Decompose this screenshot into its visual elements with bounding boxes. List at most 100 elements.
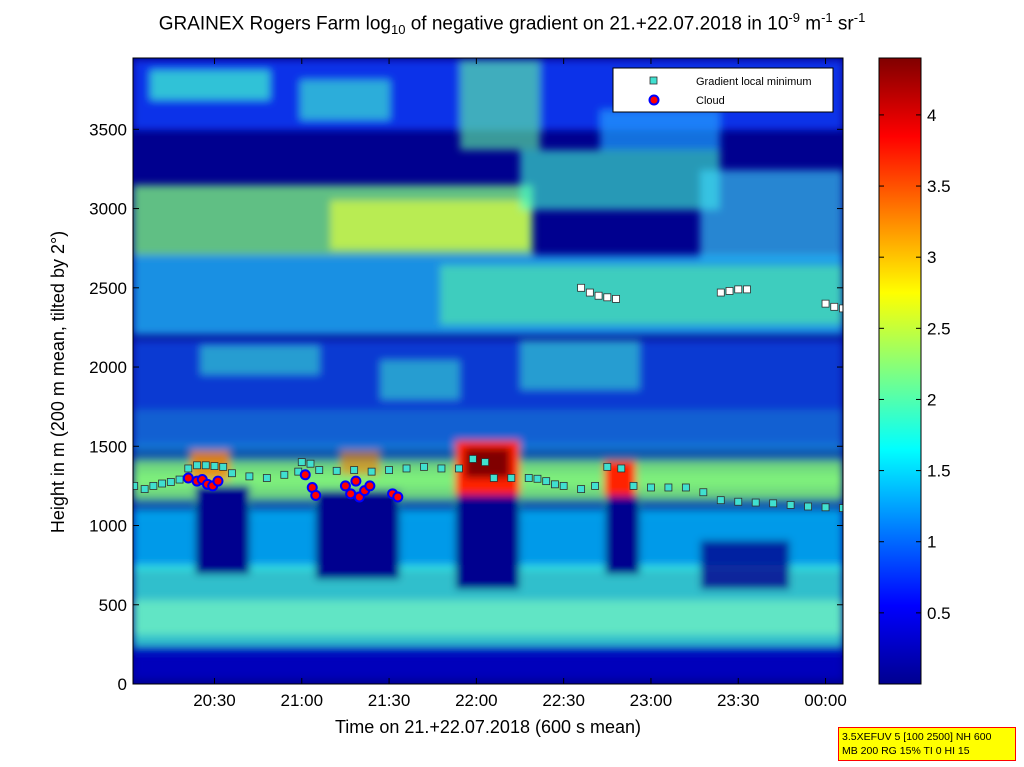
gradient-minimum-point (350, 466, 359, 474)
legend-cloud-label: Cloud (696, 95, 725, 107)
gradient-minimum-point (786, 501, 795, 509)
y-axis-label: Height in m (200 m mean, tilted by 2°) (48, 230, 68, 534)
colorbar-tick-label: 1 (927, 533, 936, 552)
gradient-minimum-point (617, 464, 626, 473)
cloud-point (299, 469, 311, 481)
upper-minimum-point (612, 294, 620, 303)
cloud-point (392, 491, 404, 503)
colorbar-tick-label: 3.5 (927, 177, 951, 196)
legend-gradient-minimum-label: Gradient local minimum (696, 76, 812, 88)
gradient-minimum-point (542, 477, 551, 486)
gradient-minimum-point (184, 464, 193, 473)
cloud-point (339, 480, 351, 492)
settings-infobox: 3.5XEFUV 5 [100 2500] NH 600 MB 200 RG 1… (838, 727, 1016, 761)
gradient-minimum-point (821, 503, 830, 512)
infobox-line-1: 3.5XEFUV 5 [100 2500] NH 600 (842, 731, 992, 743)
gradient-minimum-point (140, 485, 149, 493)
gradient-minimum-point (559, 481, 568, 490)
gradient-minimum-point (591, 481, 599, 490)
gradient-minimum-point (839, 504, 843, 512)
gradient-minimum-point (158, 479, 167, 488)
cloud-point (350, 475, 362, 487)
x-tick-label: 23:30 (717, 691, 760, 710)
upper-minimum-point (743, 285, 751, 294)
colorbar-tick-label: 2 (927, 390, 936, 409)
cloud-point (212, 475, 224, 487)
gradient-minimum-point (603, 462, 612, 471)
gradient-minimum-point (402, 464, 411, 473)
cloud-point (364, 480, 376, 492)
gradient-minimum-point (533, 474, 542, 483)
gradient-minimum-point (315, 466, 324, 474)
gradient-minimum-point (751, 498, 760, 507)
gradient-minimum-point (577, 485, 586, 493)
gradient-minimum-point (133, 481, 139, 490)
gradient-minimum-point (629, 481, 638, 490)
gradient-minimum-point (481, 458, 489, 467)
gradient-minimum-point (455, 464, 463, 473)
upper-minimum-point (585, 288, 594, 297)
gradient-minimum-point (524, 474, 533, 482)
gradient-minimum-point (716, 496, 725, 505)
colorbar-tick-label: 0.5 (927, 604, 951, 623)
upper-minimum-point (603, 293, 612, 302)
upper-minimum-point (725, 287, 734, 295)
gradient-minimum-point (647, 483, 655, 492)
gradient-minimum-point (769, 499, 778, 508)
y-tick-label: 2500 (89, 279, 127, 298)
upper-minimum-point (830, 302, 839, 311)
colorbar-tick-label: 4 (927, 106, 936, 125)
upper-minimum-point (594, 291, 603, 300)
gradient-minimum-point (306, 459, 315, 468)
gradient-minimum-point (149, 481, 158, 490)
gradient-minimum-point (420, 462, 428, 471)
legend-gradient-minimum-marker (649, 76, 658, 85)
gradient-minimum-point (468, 455, 477, 463)
cloud-point (345, 488, 357, 500)
upper-minimum-point (821, 299, 830, 308)
upper-minimum-point (839, 304, 843, 313)
x-tick-label: 22:30 (542, 691, 585, 710)
cloud-point (310, 489, 322, 501)
legend: Gradient local minimum Cloud (612, 67, 834, 113)
legend-cloud-marker (648, 94, 660, 106)
gradient-minimum-point (193, 461, 201, 470)
colorbar: 0.5 1 1.5 2 2.5 3 3.5 4 (878, 57, 951, 685)
upper-minimum-point (577, 283, 586, 292)
gradient-minimum-point (332, 466, 341, 475)
x-tick-label: 21:30 (368, 691, 411, 710)
gradient-minimum-point (681, 483, 690, 492)
gradient-minimum-point (280, 470, 289, 479)
chart-title: GRAINEX Rogers Farm log10 of negative gr… (158, 10, 866, 38)
y-tick-label: 2000 (89, 358, 127, 377)
gradient-minimum-point (367, 467, 376, 476)
y-tick-label: 3000 (89, 200, 127, 219)
gradient-minimum-point (210, 462, 219, 470)
x-tick-label: 21:00 (281, 691, 324, 710)
gradient-minimum-point (297, 458, 306, 467)
upper-minimum-point (716, 288, 725, 297)
x-tick-label: 22:00 (455, 691, 498, 710)
colorbar-tick-label: 3 (927, 248, 936, 267)
x-tick-label: 20:30 (193, 691, 236, 710)
y-tick-label: 3500 (89, 120, 127, 139)
gradient-minimum-point (804, 502, 812, 511)
x-tick-label: 23:00 (630, 691, 673, 710)
gradient-minimum-point (245, 472, 254, 481)
heatmap-field (133, 58, 843, 684)
y-tick-label: 500 (99, 596, 127, 615)
upper-minimum-point (734, 285, 743, 294)
x-tick-label: 00:00 (804, 691, 847, 710)
colorbar-tick-label: 1.5 (927, 462, 951, 481)
gradient-minimum-point (664, 483, 673, 492)
gradient-minimum-point (228, 469, 236, 478)
cloud-point (182, 472, 194, 484)
gradient-minimum-point (489, 474, 498, 482)
colorbar-tick-label: 2.5 (927, 319, 951, 338)
plot-frame (132, 57, 844, 685)
gradient-minimum-point (507, 474, 516, 482)
infobox-line-2: MB 200 RG 15% TI 0 HI 15 (842, 745, 970, 757)
y-tick-label: 1000 (89, 517, 127, 536)
y-tick-label: 1500 (89, 437, 127, 456)
